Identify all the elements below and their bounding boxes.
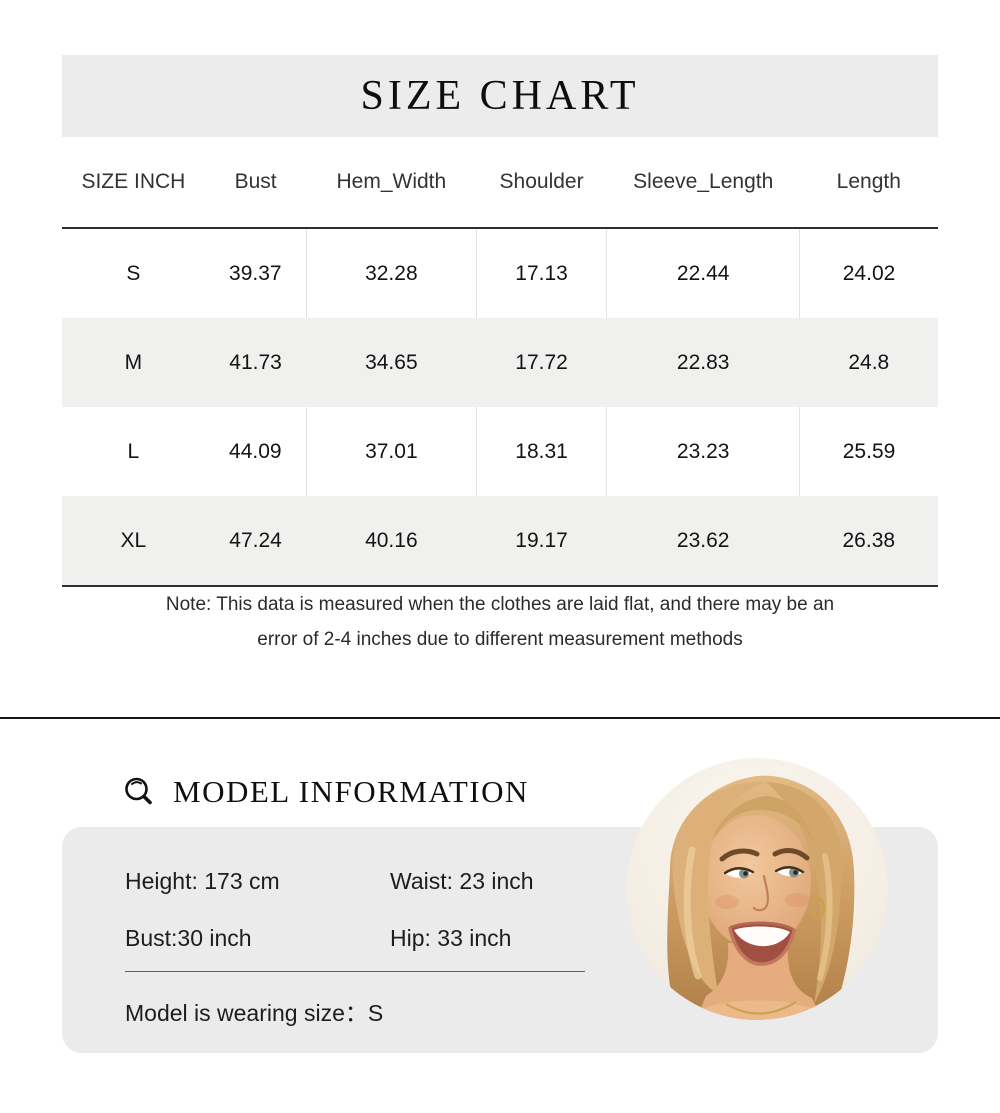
size-cell: XL	[62, 496, 205, 586]
table-row-m: M 41.73 34.65 17.72 22.83 24.8	[62, 318, 938, 407]
bust-cell: 44.09	[229, 439, 282, 463]
shoulder-cell: 19.17	[476, 496, 607, 586]
size-cell: M	[62, 318, 205, 407]
model-photo	[626, 758, 888, 1020]
length-cell: 25.59	[799, 407, 938, 496]
section-divider	[0, 717, 1000, 719]
table-row-s: S 39.37 32.28 17.13 22.44 24.02	[62, 228, 938, 318]
model-info-heading: MODEL INFORMATION	[173, 774, 529, 809]
table-row-l: L 44.09 37.01 18.31 23.23 25.59	[62, 407, 938, 496]
stat-height: Height: 173 cm	[125, 868, 280, 894]
sleeve-length-cell: 23.23	[606, 407, 800, 496]
shoulder-cell: 17.72	[476, 318, 607, 407]
column-header-shoulder: Shoulder	[499, 170, 584, 193]
size-table-header: SIZE INCH Bust Hem_Width Shoulder Sleeve…	[62, 137, 938, 228]
hem-width-cell: 32.28	[305, 228, 477, 318]
length-cell: 24.02	[799, 228, 938, 318]
size-chart-title: SIZE CHART	[360, 73, 640, 119]
shoulder-cell: 18.31	[475, 407, 607, 496]
shoulder-cell: 17.13	[475, 228, 607, 318]
bust-cell: 39.37	[229, 261, 282, 285]
sleeve-length-cell: 22.44	[606, 228, 800, 318]
bust-cell: 47.24	[204, 496, 307, 586]
size-chart-banner: SIZE CHART	[62, 55, 938, 137]
column-header-bust: Bust	[234, 170, 277, 193]
stat-waist: Waist: 23 inch	[390, 868, 534, 894]
column-header-size: SIZE INCH	[81, 170, 186, 193]
measurement-note-line1: Note: This data is measured when the clo…	[165, 594, 835, 615]
table-row-xl: XL 47.24 40.16 19.17 23.62 26.38	[62, 496, 938, 586]
stat-hip: Hip: 33 inch	[390, 925, 512, 951]
column-header-length: Length	[836, 170, 901, 193]
bust-cell: 41.73	[204, 318, 307, 407]
hem-width-cell: 34.65	[306, 318, 477, 407]
length-cell: 24.8	[799, 318, 938, 407]
wearing-size-text: Model is wearing size：S	[125, 1000, 384, 1026]
measurement-note: Note: This data is measured when the clo…	[0, 587, 1000, 657]
hem-width-cell: 40.16	[306, 496, 477, 586]
size-cell: S	[126, 261, 141, 285]
magnifier-icon	[123, 775, 155, 809]
measurement-note-line2: error of 2-4 inches due to different mea…	[257, 629, 743, 650]
stat-bust: Bust:30 inch	[125, 925, 252, 951]
sleeve-length-cell: 22.83	[606, 318, 800, 407]
size-cell: L	[127, 439, 140, 463]
column-header-hem-width: Hem_Width	[336, 170, 447, 193]
sleeve-length-cell: 23.62	[606, 496, 800, 586]
hem-width-cell: 37.01	[305, 407, 477, 496]
length-cell: 26.38	[799, 496, 938, 586]
model-info-heading-row: MODEL INFORMATION	[123, 774, 529, 810]
stats-divider	[125, 971, 585, 972]
column-header-sleeve-length: Sleeve_Length	[633, 170, 774, 193]
size-table: SIZE INCH Bust Hem_Width Shoulder Sleeve…	[62, 137, 938, 587]
